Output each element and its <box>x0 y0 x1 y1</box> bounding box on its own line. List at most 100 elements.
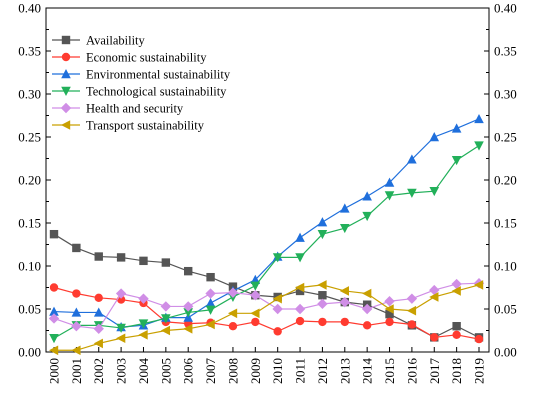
data-point <box>295 253 305 263</box>
data-point <box>407 188 417 198</box>
data-point <box>429 284 440 296</box>
legend-label: Availability <box>86 34 146 48</box>
data-point <box>384 177 395 187</box>
data-point <box>318 317 327 327</box>
legend-marker <box>61 69 71 79</box>
data-point <box>48 313 60 324</box>
y-tick-label-left: 0.00 <box>18 345 41 360</box>
data-point <box>184 266 193 276</box>
data-point <box>362 321 372 330</box>
data-point <box>205 297 216 308</box>
data-point <box>339 296 350 308</box>
legend-marker <box>61 86 71 96</box>
y-tick-label-left: 0.30 <box>18 87 41 102</box>
data-point <box>94 252 103 261</box>
data-point <box>205 319 215 330</box>
legend-label: Technological sustainability <box>86 85 227 99</box>
data-point <box>362 211 372 222</box>
legend-marker <box>61 35 71 45</box>
series-availability <box>49 229 484 342</box>
legend-marker <box>61 120 71 130</box>
data-point <box>49 306 59 316</box>
data-point <box>49 283 59 292</box>
data-point <box>228 322 238 331</box>
data-point <box>429 132 440 142</box>
data-point <box>138 330 148 340</box>
data-point <box>71 307 82 317</box>
y-tick-label-right: 0.10 <box>494 259 517 274</box>
data-point <box>406 305 417 316</box>
data-point <box>407 154 417 164</box>
x-tick-label: 2018 <box>449 358 464 384</box>
data-point <box>116 333 126 344</box>
data-point <box>116 323 126 333</box>
data-point <box>295 286 305 296</box>
x-tick-label: 2002 <box>91 358 106 384</box>
legend-label: Health and security <box>86 102 184 116</box>
data-point <box>407 320 417 329</box>
x-tick-label: 2008 <box>225 358 240 384</box>
data-point <box>250 290 261 301</box>
data-point <box>295 282 305 293</box>
data-point <box>406 293 418 304</box>
data-point <box>139 256 148 266</box>
data-point <box>115 288 127 299</box>
data-point <box>160 325 171 336</box>
data-point <box>71 321 82 332</box>
data-point <box>451 156 462 166</box>
data-point <box>93 338 103 349</box>
data-point <box>474 280 484 290</box>
data-point <box>116 253 126 262</box>
data-point <box>272 253 283 263</box>
data-point <box>49 334 59 344</box>
data-point <box>451 278 462 290</box>
data-point <box>49 345 59 356</box>
series-transport-sustainability <box>49 280 484 356</box>
data-point <box>429 186 440 197</box>
y-tick-label-right: 0.35 <box>494 44 517 59</box>
y-tick-label-right: 0.25 <box>494 130 517 145</box>
data-point <box>138 293 149 304</box>
x-tick-label: 2016 <box>404 358 419 385</box>
series-line <box>53 145 480 339</box>
x-tick-label: 2012 <box>315 358 330 384</box>
y-tick-label-right: 0.30 <box>494 87 517 102</box>
data-point <box>452 322 461 331</box>
x-tick-label: 2006 <box>181 358 196 385</box>
data-point <box>339 203 350 213</box>
data-point <box>385 317 394 327</box>
x-tick-label: 2019 <box>472 358 487 384</box>
data-point <box>250 308 260 319</box>
data-point <box>227 308 238 319</box>
legend-marker <box>61 52 71 62</box>
data-point <box>451 286 461 296</box>
legend-label: Environmental sustainability <box>86 68 231 82</box>
data-point <box>384 296 395 307</box>
x-tick-label: 2010 <box>270 358 285 384</box>
legend-label: Transport sustainability <box>86 119 205 133</box>
data-point <box>227 287 239 298</box>
data-point <box>160 301 172 312</box>
y-tick-label-left: 0.20 <box>18 173 41 188</box>
x-tick-label: 2015 <box>382 358 397 384</box>
x-tick-label: 2000 <box>47 358 62 384</box>
x-tick-label: 2001 <box>69 358 84 384</box>
data-point <box>339 286 349 296</box>
data-point <box>362 288 372 299</box>
data-point <box>250 281 261 291</box>
data-point <box>183 323 193 334</box>
data-point <box>72 289 81 298</box>
y-tick-label-right: 0.40 <box>494 1 517 16</box>
series-health-and-security <box>48 278 485 334</box>
data-point <box>385 309 394 319</box>
x-tick-label: 2003 <box>114 358 129 384</box>
data-point <box>251 317 260 327</box>
y-tick-label-left: 0.15 <box>18 216 41 231</box>
data-point <box>452 330 461 339</box>
data-point <box>93 323 104 334</box>
data-point <box>183 301 194 312</box>
y-tick-label-right: 0.15 <box>494 216 517 231</box>
legend-marker <box>60 102 72 114</box>
data-point <box>384 191 395 201</box>
data-point <box>294 303 306 315</box>
